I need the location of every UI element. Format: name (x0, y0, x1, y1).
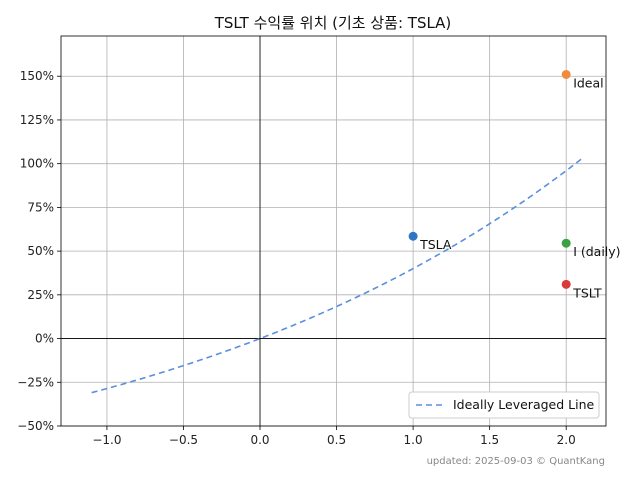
footer-updated-text: updated: 2025-09-03 © QuantKang (427, 456, 605, 467)
data-points-layer: TSLA Ideal I (daily) TSLT (408, 69, 621, 300)
x-tick-label: 1.5 (480, 433, 499, 447)
y-tick-label: 50% (27, 244, 54, 258)
point-tslt (561, 279, 571, 289)
x-tick-label: 0.0 (250, 433, 269, 447)
point-tsla (408, 231, 418, 241)
x-axis-ticks: −1.0 −0.5 0.0 0.5 1.0 1.5 2.0 (92, 426, 576, 447)
legend-box (408, 391, 600, 419)
y-tick-label: 150% (20, 69, 54, 83)
chart-title: TSLT 수익률 위치 (기초 상품: TSLA) (214, 14, 452, 32)
point-label-i-daily: I (daily) (573, 244, 620, 259)
x-tick-label: 0.5 (327, 433, 346, 447)
x-tick-label: 2.0 (557, 433, 576, 447)
point-label-tsla: TSLA (419, 237, 452, 252)
zero-lines (61, 36, 606, 426)
y-tick-label: 100% (20, 157, 54, 171)
y-tick-label: −25% (17, 375, 54, 389)
y-axis-ticks: −50% −25% 0% 25% 50% 75% 100% 125% 150% (17, 69, 61, 433)
legend: Ideally Leveraged Line (408, 391, 600, 419)
legend-label: Ideally Leveraged Line (453, 397, 595, 412)
y-tick-label: 0% (35, 332, 54, 346)
point-ideal (561, 69, 571, 79)
y-tick-label: −50% (17, 419, 54, 433)
y-tick-label: 125% (20, 113, 54, 127)
x-tick-label: −1.0 (92, 433, 121, 447)
ideally-leveraged-line-layer (91, 158, 583, 394)
point-label-ideal: Ideal (573, 75, 603, 90)
ideally-leveraged-line (91, 158, 583, 394)
x-tick-label: −0.5 (169, 433, 198, 447)
plot-frame (60, 35, 607, 427)
point-label-tslt: TSLT (572, 285, 602, 300)
y-tick-label: 25% (27, 288, 54, 302)
x-tick-label: 1.0 (404, 433, 423, 447)
y-tick-label: 75% (27, 200, 54, 214)
point-i-daily (561, 238, 571, 248)
